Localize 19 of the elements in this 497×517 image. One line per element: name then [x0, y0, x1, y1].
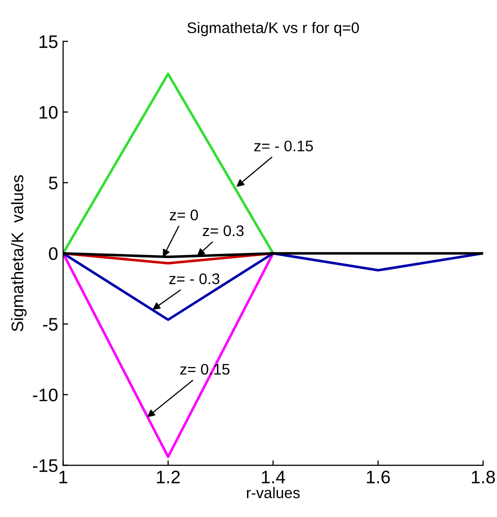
y-tick-label: -10	[32, 388, 58, 402]
x-tick-label: 1.4	[262, 470, 286, 484]
annotation: z= - 0.15	[254, 140, 313, 152]
x-tick-label: 1.8	[472, 470, 495, 484]
annotation: z= 0	[170, 210, 198, 220]
x-tick-label: 1	[59, 470, 68, 484]
y-tick-label: -15	[32, 459, 58, 472]
y-tick-label: 5	[48, 176, 58, 190]
y-tick-label: 10	[40, 106, 58, 119]
x-tick-label: 1.6	[366, 470, 390, 484]
x-tick-label: 1.2	[156, 470, 180, 484]
annotation: z= - 0.3	[169, 273, 220, 284]
chart-title: Sigmatheta/K vs r for q=0	[187, 22, 359, 36]
x-axis-title: r-values	[246, 486, 300, 498]
y-tick-label: 0	[48, 247, 58, 260]
y-tick-label: 15	[40, 35, 58, 48]
y-tick-label: -5	[43, 318, 58, 331]
y-axis-title: Sigmatheta/K values	[11, 175, 27, 332]
annotation: z= 0.3	[202, 225, 244, 236]
